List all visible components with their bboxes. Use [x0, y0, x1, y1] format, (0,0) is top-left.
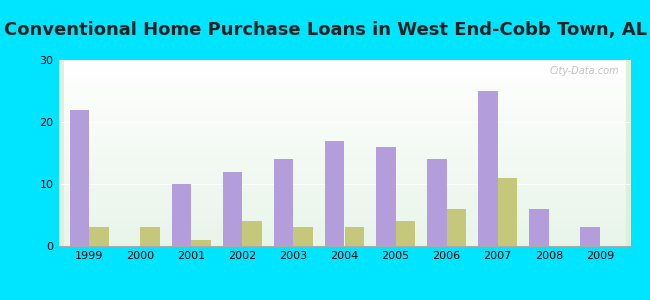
Bar	[498, 178, 517, 246]
Bar	[580, 227, 600, 246]
Text: City-Data.com: City-Data.com	[549, 66, 619, 76]
Bar	[89, 227, 109, 246]
Bar	[325, 141, 344, 246]
Bar	[427, 159, 447, 246]
Bar	[140, 227, 160, 246]
Bar	[529, 209, 549, 246]
Bar	[344, 227, 364, 246]
Bar	[396, 221, 415, 246]
Bar	[242, 221, 262, 246]
Bar	[478, 91, 498, 246]
Bar	[191, 240, 211, 246]
Bar	[447, 209, 466, 246]
Bar	[172, 184, 191, 246]
Bar	[376, 147, 396, 246]
Text: Conventional Home Purchase Loans in West End-Cobb Town, AL: Conventional Home Purchase Loans in West…	[3, 21, 647, 39]
Bar	[223, 172, 242, 246]
Bar	[274, 159, 293, 246]
Bar	[293, 227, 313, 246]
Bar	[70, 110, 89, 246]
